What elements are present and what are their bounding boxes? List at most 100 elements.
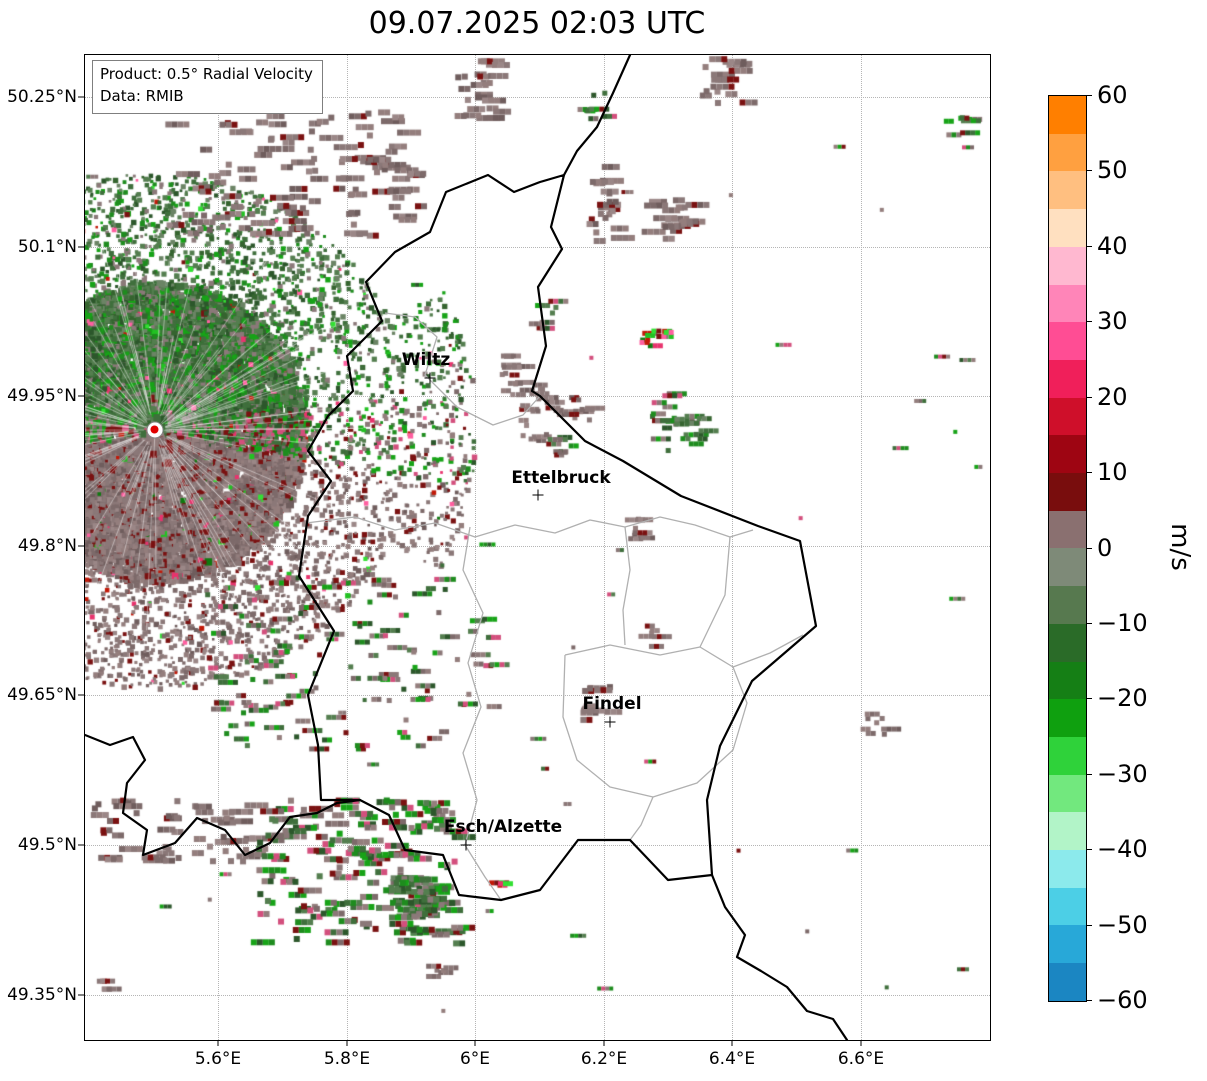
colorbar-tick-label: 40: [1097, 231, 1128, 260]
colorbar-tick-label: 0: [1097, 533, 1113, 562]
city-label: Findel: [582, 694, 642, 714]
y-tick-label: 49.35°N: [7, 985, 77, 1005]
neighbor-country-border: [562, 55, 632, 177]
x-axis-tick: [217, 1040, 219, 1046]
colorbar-band: [1049, 435, 1086, 474]
district-border: [699, 536, 731, 648]
y-axis-tick: [78, 96, 84, 98]
colorbar-band: [1049, 774, 1086, 813]
radar-velocity-field: [85, 55, 990, 1040]
x-axis-tick: [474, 1040, 476, 1046]
colorbar-band: [1049, 473, 1086, 511]
colorbar-band: [1049, 548, 1086, 587]
colorbar-tick: [1086, 95, 1092, 96]
map-plot: Product: 0.5° Radial Velocity Data: RMIB…: [84, 54, 991, 1041]
velocity-colorbar: [1048, 95, 1087, 1002]
colorbar-band: [1049, 736, 1086, 775]
radar-site-marker: [146, 421, 164, 439]
colorbar-tick-label: −60: [1097, 986, 1148, 1014]
y-tick-label: 49.8°N: [17, 536, 77, 556]
district-border: [622, 526, 631, 646]
colorbar-tick-label: −50: [1097, 910, 1148, 939]
colorbar-tick-label: 30: [1097, 307, 1128, 336]
x-tick-label: 6.6°E: [837, 1049, 885, 1069]
neighbor-country-border: [85, 733, 362, 857]
product-info-box: Product: 0.5° Radial Velocity Data: RMIB: [92, 60, 323, 114]
y-tick-label: 50.25°N: [7, 87, 77, 107]
city-marker: [532, 489, 544, 501]
colorbar-tick: [1086, 698, 1092, 700]
x-axis-tick: [860, 1040, 862, 1046]
luxembourg-border: [297, 173, 818, 902]
city-marker: [424, 372, 436, 384]
neighbor-country-border: [710, 873, 849, 1040]
x-axis-tick: [603, 1040, 605, 1046]
district-border: [384, 312, 541, 426]
colorbar-tick-label: −40: [1097, 835, 1148, 864]
colorbar-band: [1049, 133, 1086, 172]
colorbar-tick: [1086, 321, 1092, 323]
colorbar-tick-label: 20: [1097, 382, 1128, 411]
colorbar-band: [1049, 586, 1086, 624]
colorbar-tick: [1086, 773, 1092, 775]
colorbar-band: [1049, 661, 1086, 700]
colorbar-tick: [1086, 547, 1092, 549]
y-tick-label: 49.65°N: [7, 685, 77, 705]
district-border: [732, 634, 804, 668]
colorbar-band: [1049, 96, 1086, 134]
city-marker: [460, 839, 472, 851]
colorbar-tick: [1086, 1000, 1092, 1001]
x-tick-label: 5.6°E: [194, 1049, 242, 1069]
colorbar-tick-label: −20: [1097, 684, 1148, 713]
city-label: Esch/Alzette: [443, 817, 563, 837]
data-source-label: Data: RMIB: [100, 86, 184, 105]
colorbar-tick: [1086, 849, 1092, 851]
colorbar-band: [1049, 963, 1086, 1001]
colorbar-unit-label: m/s: [1165, 523, 1195, 571]
colorbar-band: [1049, 322, 1086, 360]
country-borders-layer: [85, 55, 849, 1040]
colorbar-band: [1049, 623, 1086, 662]
plot-title: 09.07.2025 02:03 UTC: [368, 6, 706, 41]
colorbar-tick: [1086, 472, 1092, 474]
x-axis-tick: [731, 1040, 733, 1046]
colorbar-tick-label: 50: [1097, 156, 1128, 185]
y-axis-tick: [78, 694, 84, 696]
district-border: [305, 516, 754, 538]
city-label: Ettelbruck: [511, 468, 611, 488]
colorbar-band: [1049, 171, 1086, 210]
x-tick-label: 6°E: [459, 1049, 491, 1069]
city-marker: [604, 716, 616, 728]
y-tick-label: 49.95°N: [7, 386, 77, 406]
colorbar-tick-label: 10: [1097, 458, 1128, 487]
colorbar-band: [1049, 850, 1086, 888]
product-label: Product: 0.5° Radial Velocity: [100, 65, 313, 83]
x-axis-tick: [346, 1040, 348, 1046]
y-axis-tick: [78, 844, 84, 846]
colorbar-tick-label: 60: [1097, 81, 1128, 109]
colorbar-tick-label: −30: [1097, 759, 1148, 788]
colorbar-band: [1049, 887, 1086, 926]
colorbar-tick: [1086, 245, 1092, 247]
colorbar-tick: [1086, 924, 1092, 926]
colorbar-tick-label: −10: [1097, 608, 1148, 637]
colorbar-band: [1049, 284, 1086, 323]
colorbar-band: [1049, 812, 1086, 851]
y-axis-tick: [78, 395, 84, 397]
y-tick-label: 49.5°N: [17, 835, 77, 855]
x-tick-label: 6.4°E: [708, 1049, 756, 1069]
district-border: [629, 796, 654, 841]
colorbar-band: [1049, 925, 1086, 964]
colorbar-tick: [1086, 622, 1092, 624]
x-tick-label: 5.8°E: [323, 1049, 371, 1069]
y-axis-tick: [78, 246, 84, 248]
colorbar-band: [1049, 510, 1086, 549]
y-tick-label: 50.1°N: [17, 237, 77, 257]
district-border: [462, 526, 502, 901]
x-tick-label: 6.2°E: [580, 1049, 628, 1069]
y-axis-tick: [78, 545, 84, 547]
y-axis-tick: [78, 994, 84, 996]
district-border: [562, 644, 748, 798]
colorbar-band: [1049, 397, 1086, 436]
